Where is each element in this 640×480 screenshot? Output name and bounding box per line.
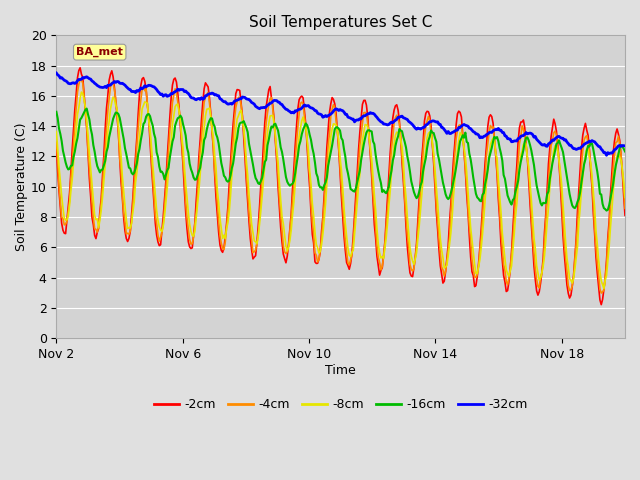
Y-axis label: Soil Temperature (C): Soil Temperature (C) (15, 122, 28, 251)
Text: BA_met: BA_met (76, 47, 123, 57)
Title: Soil Temperatures Set C: Soil Temperatures Set C (249, 15, 433, 30)
X-axis label: Time: Time (325, 364, 356, 377)
Legend: -2cm, -4cm, -8cm, -16cm, -32cm: -2cm, -4cm, -8cm, -16cm, -32cm (149, 393, 532, 416)
